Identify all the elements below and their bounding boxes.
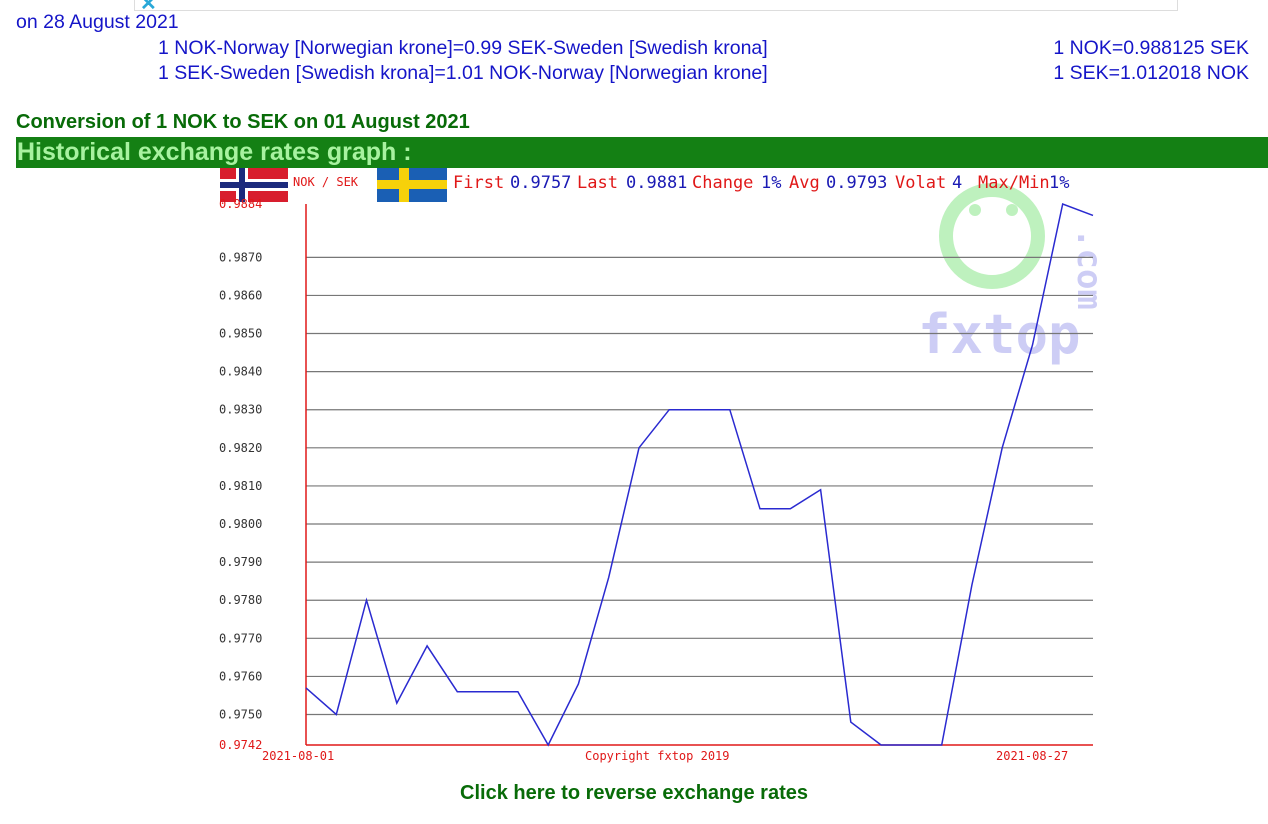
maxmin-value: 1% bbox=[1049, 173, 1069, 193]
reverse-rates-link[interactable]: Click here to reverse exchange rates bbox=[460, 782, 808, 804]
watermark-tld: .com bbox=[1069, 228, 1109, 310]
y-tick-label: 0.9830 bbox=[219, 403, 262, 417]
chart-grid bbox=[306, 256, 1093, 716]
y-tick-label: 0.9780 bbox=[219, 593, 262, 607]
smiley-eye-right bbox=[1006, 204, 1018, 216]
last-label: Last bbox=[577, 173, 618, 193]
smiley-eye-left bbox=[969, 204, 981, 216]
conversion-title: Conversion of 1 NOK to SEK on 01 August … bbox=[16, 111, 470, 133]
y-tick-label: 0.9800 bbox=[219, 517, 262, 531]
y-tick-label: 0.9790 bbox=[219, 555, 262, 569]
fxtop-watermark: fxtop .com bbox=[918, 183, 1109, 366]
x-start-label: 2021-08-01 bbox=[262, 749, 334, 763]
smiley-watermark-icon bbox=[939, 183, 1045, 289]
y-tick-label: 0.9770 bbox=[219, 631, 262, 645]
first-label: First bbox=[453, 173, 504, 193]
avg-label: Avg bbox=[789, 173, 820, 193]
series-line-nok-sek bbox=[305, 202, 1094, 747]
y-tick-label: 0.9810 bbox=[219, 479, 262, 493]
rate-sek-to-nok: 1 SEK-Sweden [Swedish krona]=1.01 NOK-No… bbox=[158, 62, 768, 84]
y-tick-label: 0.9820 bbox=[219, 441, 262, 455]
copyright-label: Copyright fxtop 2019 bbox=[585, 749, 730, 763]
close-icon[interactable]: ✕ bbox=[140, 0, 157, 15]
y-axis-ticks: 0.9884 0.9870 0.9860 0.9850 0.9840 0.9830 0.98… bbox=[219, 197, 262, 752]
y-tick-label: 0.9884 bbox=[219, 197, 262, 211]
y-tick-label: 0.9850 bbox=[219, 327, 262, 341]
norway-flag-icon bbox=[220, 168, 288, 202]
sweden-flag-icon bbox=[377, 168, 447, 202]
y-tick-label: 0.9760 bbox=[219, 669, 262, 683]
last-value: 0.9881 bbox=[626, 173, 687, 193]
rate-sek-to-nok-exact: 1 SEK=1.012018 NOK bbox=[1053, 62, 1249, 84]
x-end-label: 2021-08-27 bbox=[996, 749, 1068, 763]
y-tick-label: 0.9840 bbox=[219, 365, 262, 379]
y-tick-label: 0.9750 bbox=[219, 708, 262, 722]
change-value: 1% bbox=[761, 173, 781, 193]
top-frame-border bbox=[134, 0, 1178, 11]
maxmin-label: Max/Min bbox=[978, 173, 1050, 193]
watermark-text: fxtop bbox=[918, 303, 1081, 366]
change-label: Change bbox=[692, 173, 753, 193]
exchange-rate-chart: fxtop .com NOK / SEK First 0.9757 Last 0… bbox=[219, 168, 1109, 763]
rate-nok-to-sek: 1 NOK-Norway [Norwegian krone]=0.99 SEK-… bbox=[158, 37, 768, 59]
graph-banner-label: Historical exchange rates graph : bbox=[17, 138, 412, 166]
volat-label: Volat bbox=[895, 173, 946, 193]
avg-value: 0.9793 bbox=[826, 173, 887, 193]
pair-label: NOK / SEK bbox=[293, 175, 359, 189]
y-tick-label: 0.9742 bbox=[219, 738, 262, 752]
graph-banner: Historical exchange rates graph : bbox=[16, 137, 1268, 168]
y-tick-label: 0.9870 bbox=[219, 250, 262, 264]
volat-value: 4 bbox=[952, 173, 962, 193]
y-tick-label: 0.9860 bbox=[219, 288, 262, 302]
chart-stats: First 0.9757 Last 0.9881 Change 1% Avg 0… bbox=[453, 173, 1069, 193]
first-value: 0.9757 bbox=[510, 173, 571, 193]
rate-nok-to-sek-exact: 1 NOK=0.988125 SEK bbox=[1053, 37, 1249, 59]
rate-date: on 28 August 2021 bbox=[16, 11, 179, 33]
